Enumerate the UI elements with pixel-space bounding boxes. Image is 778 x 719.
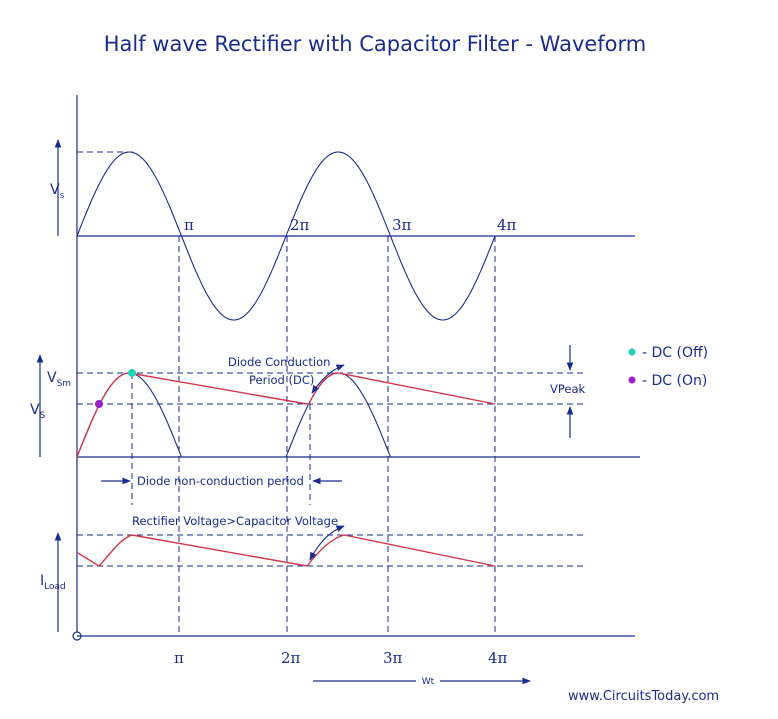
vs-mid-label: VS [30, 402, 46, 421]
legend-dc-on-marker [628, 376, 636, 384]
legend-dc-off-label: - DC (Off) [642, 345, 708, 361]
iload-label: ILoad [40, 573, 66, 592]
wt-label-bg [416, 673, 440, 687]
tick-3pi-bottom: 3π [383, 649, 403, 667]
legend: - DC (Off) - DC (On) [628, 345, 708, 389]
tick-3pi-top: 3π [392, 216, 412, 234]
vs-label: Vs [50, 182, 65, 201]
tick-2pi-bottom: 2π [281, 649, 301, 667]
rectifier-arc [309, 525, 345, 561]
tick-2pi-top: 2π [290, 216, 310, 234]
website-credit: www.CircuitsToday.com [568, 689, 719, 704]
legend-dc-off-marker [628, 348, 636, 356]
half-wave-rectified [76, 372, 392, 458]
vsm-label: VSm [47, 370, 71, 389]
conduction-arc [311, 364, 345, 394]
nonconduction-label: Diode non-conduction period [137, 474, 304, 488]
rectified-output-panel: VSm VS VPeak Diode Conduction Period (DC… [30, 345, 640, 488]
tick-4pi-bottom: 4π [488, 649, 508, 667]
sine-wave [76, 151, 496, 321]
source-voltage-panel: Vs π 2π 3π 4π [50, 139, 635, 321]
wt-label: Wt [422, 677, 435, 687]
tick-4pi-top: 4π [497, 216, 517, 234]
legend-dc-on-label: - DC (On) [642, 373, 707, 389]
load-current-panel: ILoad Rectifier Voltage>Capacitor Voltag… [40, 514, 635, 687]
tick-pi-top: π [184, 216, 194, 234]
conduction-label-1: Diode Conduction [228, 355, 330, 369]
diagram-title: Half wave Rectifier with Capacitor Filte… [104, 32, 647, 56]
dc-on-point [95, 400, 103, 408]
vpeak-label: VPeak [550, 382, 586, 396]
vertical-guides [131, 236, 496, 636]
dc-off-point [128, 369, 136, 377]
rectifier-annotation: Rectifier Voltage>Capacitor Voltage [132, 514, 338, 528]
conduction-label-2: Period (DC) [249, 373, 314, 387]
tick-pi-bottom: π [174, 649, 184, 667]
